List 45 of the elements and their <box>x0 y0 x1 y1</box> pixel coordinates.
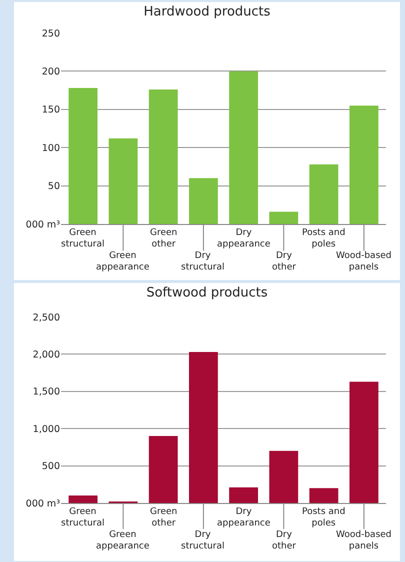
x-tick-label: Dry appearance <box>217 507 271 529</box>
x-tick-label: Wood-based panels <box>336 251 392 273</box>
x-tick-label: Dry other <box>272 530 296 552</box>
bar <box>188 178 218 224</box>
y-tick-label: 1,000 <box>32 424 60 435</box>
x-tick-label: Dry structural <box>181 251 225 273</box>
bar <box>188 352 218 503</box>
bar <box>148 90 178 224</box>
x-tick-label: Green other <box>150 228 178 250</box>
y-tick-label: 100 <box>42 142 60 154</box>
x-tick-label: Green other <box>150 507 178 529</box>
y-tick-label: 200 <box>42 66 60 78</box>
y-tick-label: 000 m³ <box>26 498 60 510</box>
x-tick-label: Wood-based panels <box>336 530 392 552</box>
y-tick-label: 2,000 <box>32 350 60 361</box>
x-tick-label: Dry appearance <box>217 228 271 250</box>
y-tick-label: 150 <box>42 104 60 116</box>
bar <box>229 71 258 224</box>
x-tick-label: Dry other <box>272 251 296 273</box>
bar <box>269 212 298 224</box>
bar <box>309 488 338 503</box>
x-tick-label: Green structural <box>61 507 105 529</box>
bar <box>269 450 298 503</box>
x-tick-label: Green appearance <box>96 251 150 273</box>
y-tick-label: 500 <box>42 461 60 472</box>
x-tick-label: Posts and poles <box>302 507 346 529</box>
x-tick-label: Green appearance <box>96 530 150 552</box>
bar <box>309 164 338 224</box>
bar <box>229 487 258 503</box>
y-tick-label: 250 <box>42 28 60 40</box>
bar <box>148 436 178 503</box>
y-tick-label: 50 <box>48 181 60 192</box>
bar <box>68 496 98 503</box>
chart-title: Hardwood products <box>144 4 271 20</box>
chart-title: Softwood products <box>146 285 268 300</box>
y-tick-label: 000 m³ <box>26 219 60 230</box>
bar <box>349 106 378 224</box>
x-tick-label: Posts and poles <box>302 228 346 250</box>
x-tick-label: Green structural <box>61 228 105 250</box>
bar <box>349 382 378 503</box>
y-tick-label: 1,500 <box>32 386 60 398</box>
bar <box>68 88 98 224</box>
y-tick-label: 2,500 <box>32 312 60 324</box>
bar <box>108 138 138 224</box>
x-tick-label: Dry structural <box>181 530 225 552</box>
